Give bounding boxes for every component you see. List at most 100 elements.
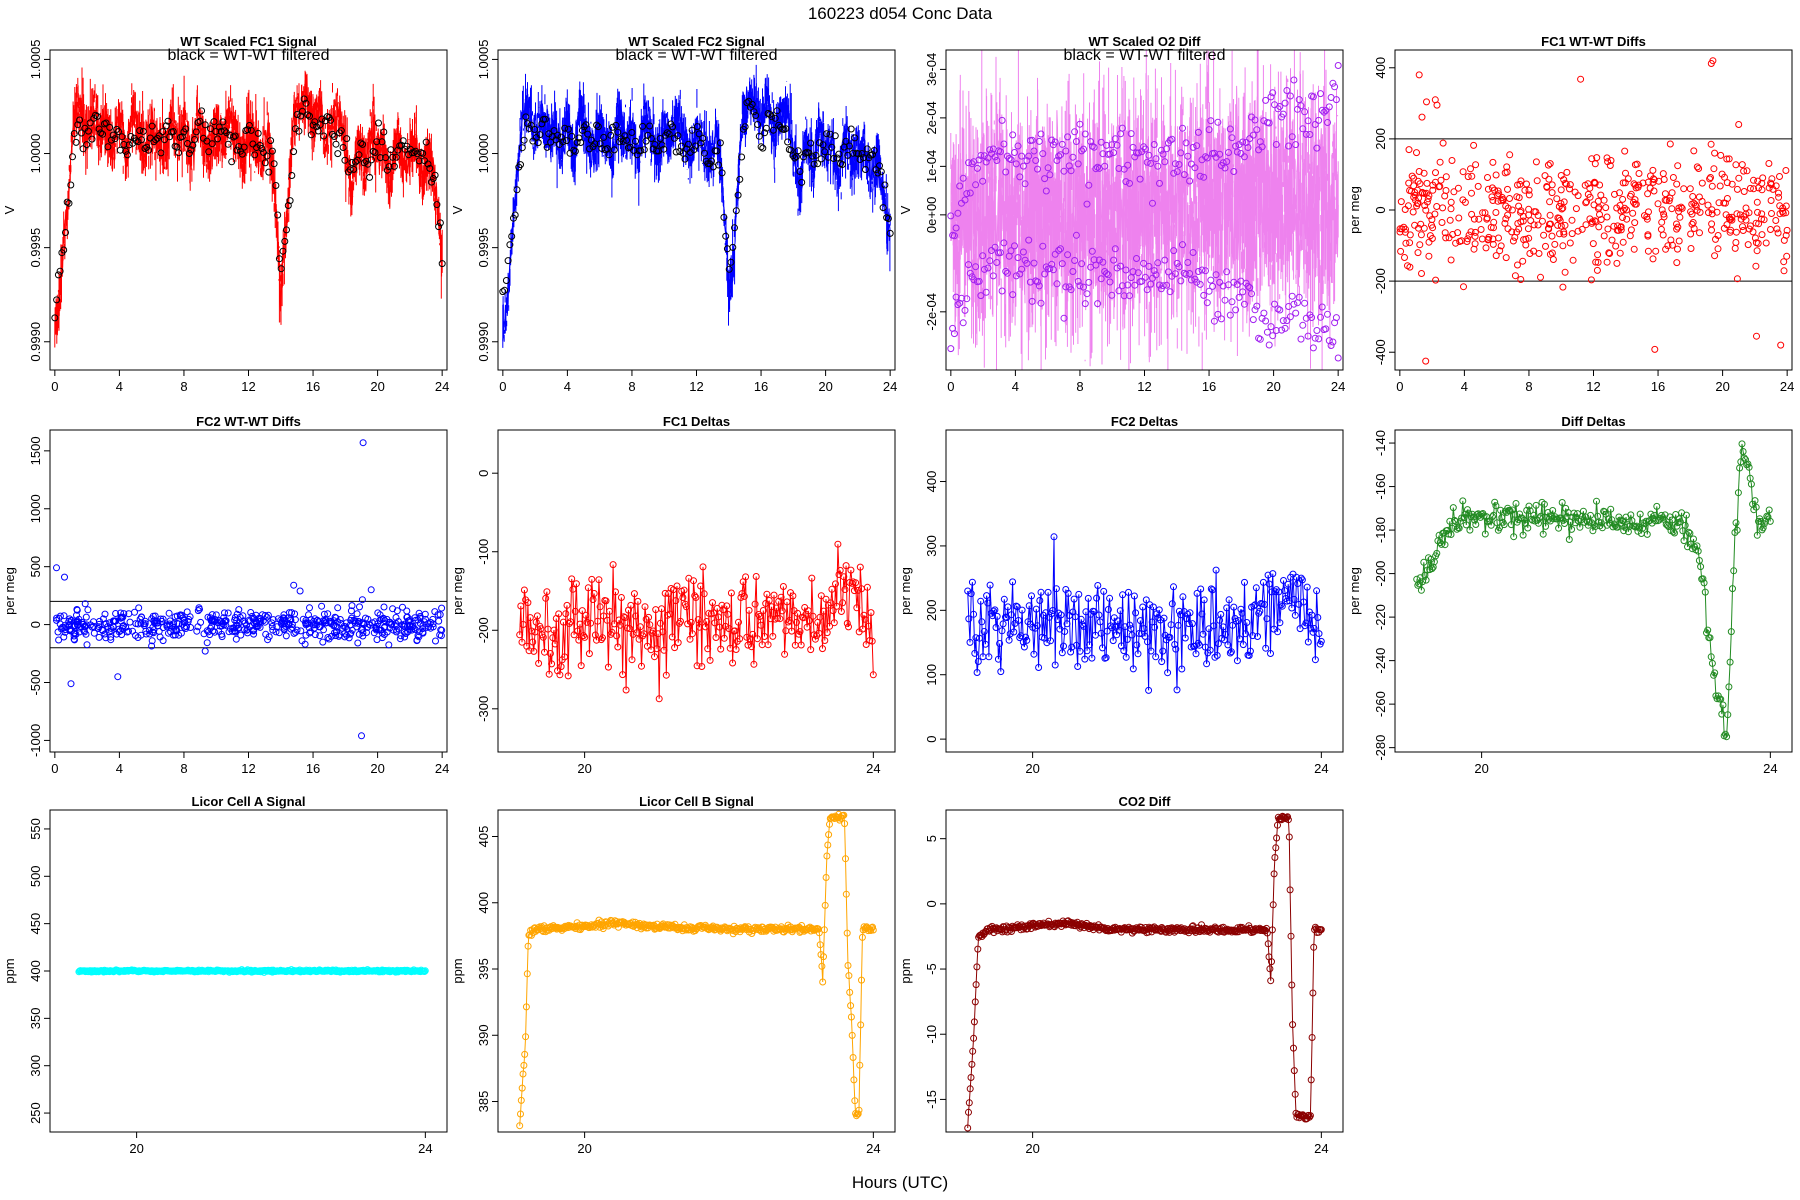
data-point [1729, 585, 1736, 593]
data-point [1521, 186, 1529, 194]
data-point [1171, 270, 1179, 278]
y-tick-label: 0.9990 [28, 322, 43, 362]
y-tick-label: 1.0000 [28, 134, 43, 174]
data-point [1318, 303, 1326, 311]
data-point [578, 607, 586, 615]
data-point [967, 1074, 975, 1081]
data-point [175, 631, 183, 639]
series-line [967, 536, 1322, 691]
data-point [1723, 195, 1731, 202]
data-point [736, 635, 744, 643]
data-point [1413, 186, 1421, 194]
data-point [1130, 592, 1138, 600]
data-point [1445, 530, 1453, 538]
data-point [258, 611, 266, 619]
data-point [224, 140, 232, 148]
data-point [996, 640, 1004, 647]
data-point [761, 129, 769, 137]
data-point [961, 306, 969, 314]
data-point [1459, 168, 1467, 176]
data-point [996, 148, 1004, 156]
data-point [1726, 215, 1734, 223]
data-point [850, 587, 858, 595]
plot-area [1395, 57, 1792, 365]
data-point [1744, 460, 1752, 468]
data-point [1689, 219, 1697, 226]
data-point [1478, 235, 1486, 243]
data-point [854, 586, 862, 594]
data-point [784, 138, 792, 146]
data-point [1099, 150, 1107, 158]
data-point [504, 257, 512, 265]
data-point [161, 136, 168, 144]
data-point [1664, 242, 1672, 250]
data-point [1153, 610, 1161, 618]
y-tick-label: -280 [1373, 735, 1388, 761]
data-point [1428, 216, 1436, 224]
data-point [775, 121, 783, 129]
data-point [1262, 96, 1270, 104]
data-point [1189, 249, 1197, 256]
data-point [415, 633, 423, 641]
data-point [194, 119, 202, 126]
data-point [1418, 113, 1426, 121]
data-point [194, 607, 202, 615]
data-point [761, 633, 768, 640]
data-point [1171, 160, 1179, 168]
data-point [1708, 220, 1716, 228]
data-point [1458, 237, 1465, 245]
data-point [1779, 204, 1787, 212]
data-point [1018, 606, 1026, 614]
data-point [1619, 517, 1626, 525]
data-point [511, 211, 519, 219]
data-point [703, 618, 711, 625]
y-tick-label: 1.0005 [28, 40, 43, 80]
data-point [1572, 205, 1580, 213]
data-point [722, 622, 729, 630]
data-point [1032, 157, 1040, 164]
data-point [823, 852, 831, 860]
data-point [318, 602, 326, 610]
data-point [819, 645, 826, 653]
data-point [1205, 287, 1213, 295]
data-point [684, 620, 692, 628]
data-point [1058, 649, 1066, 657]
data-point [1013, 603, 1021, 611]
data-point [1290, 595, 1298, 603]
data-point [265, 168, 273, 176]
data-point [849, 1054, 857, 1061]
data-point [1045, 613, 1053, 621]
data-point [1101, 654, 1109, 662]
data-point [1202, 267, 1209, 275]
data-point [1023, 157, 1031, 165]
data-point [212, 611, 220, 619]
data-point [595, 576, 603, 584]
data-point [869, 151, 876, 159]
y-tick-label: -15 [924, 1090, 939, 1109]
data-point [206, 614, 214, 622]
data-point [793, 618, 800, 626]
data-point [300, 95, 308, 103]
data-point [1249, 131, 1257, 139]
data-point [725, 265, 733, 273]
data-point [1578, 225, 1586, 233]
data-point [1295, 293, 1303, 301]
x-tick-label: 20 [370, 761, 384, 776]
data-point [358, 596, 366, 604]
data-point [307, 131, 315, 139]
data-point [1200, 291, 1208, 299]
data-point [162, 122, 170, 130]
data-point [616, 621, 624, 629]
data-point [1675, 204, 1683, 212]
data-point [1057, 245, 1064, 253]
data-point [1566, 181, 1574, 189]
data-point [1159, 282, 1167, 290]
data-point [195, 604, 203, 612]
data-point [1730, 567, 1738, 575]
series-deltas [964, 533, 1325, 694]
data-point [1732, 519, 1740, 527]
data-point [1724, 711, 1732, 719]
x-tick-label: 20 [370, 379, 384, 394]
y-tick-label: 400 [924, 471, 939, 493]
data-point [245, 122, 253, 129]
